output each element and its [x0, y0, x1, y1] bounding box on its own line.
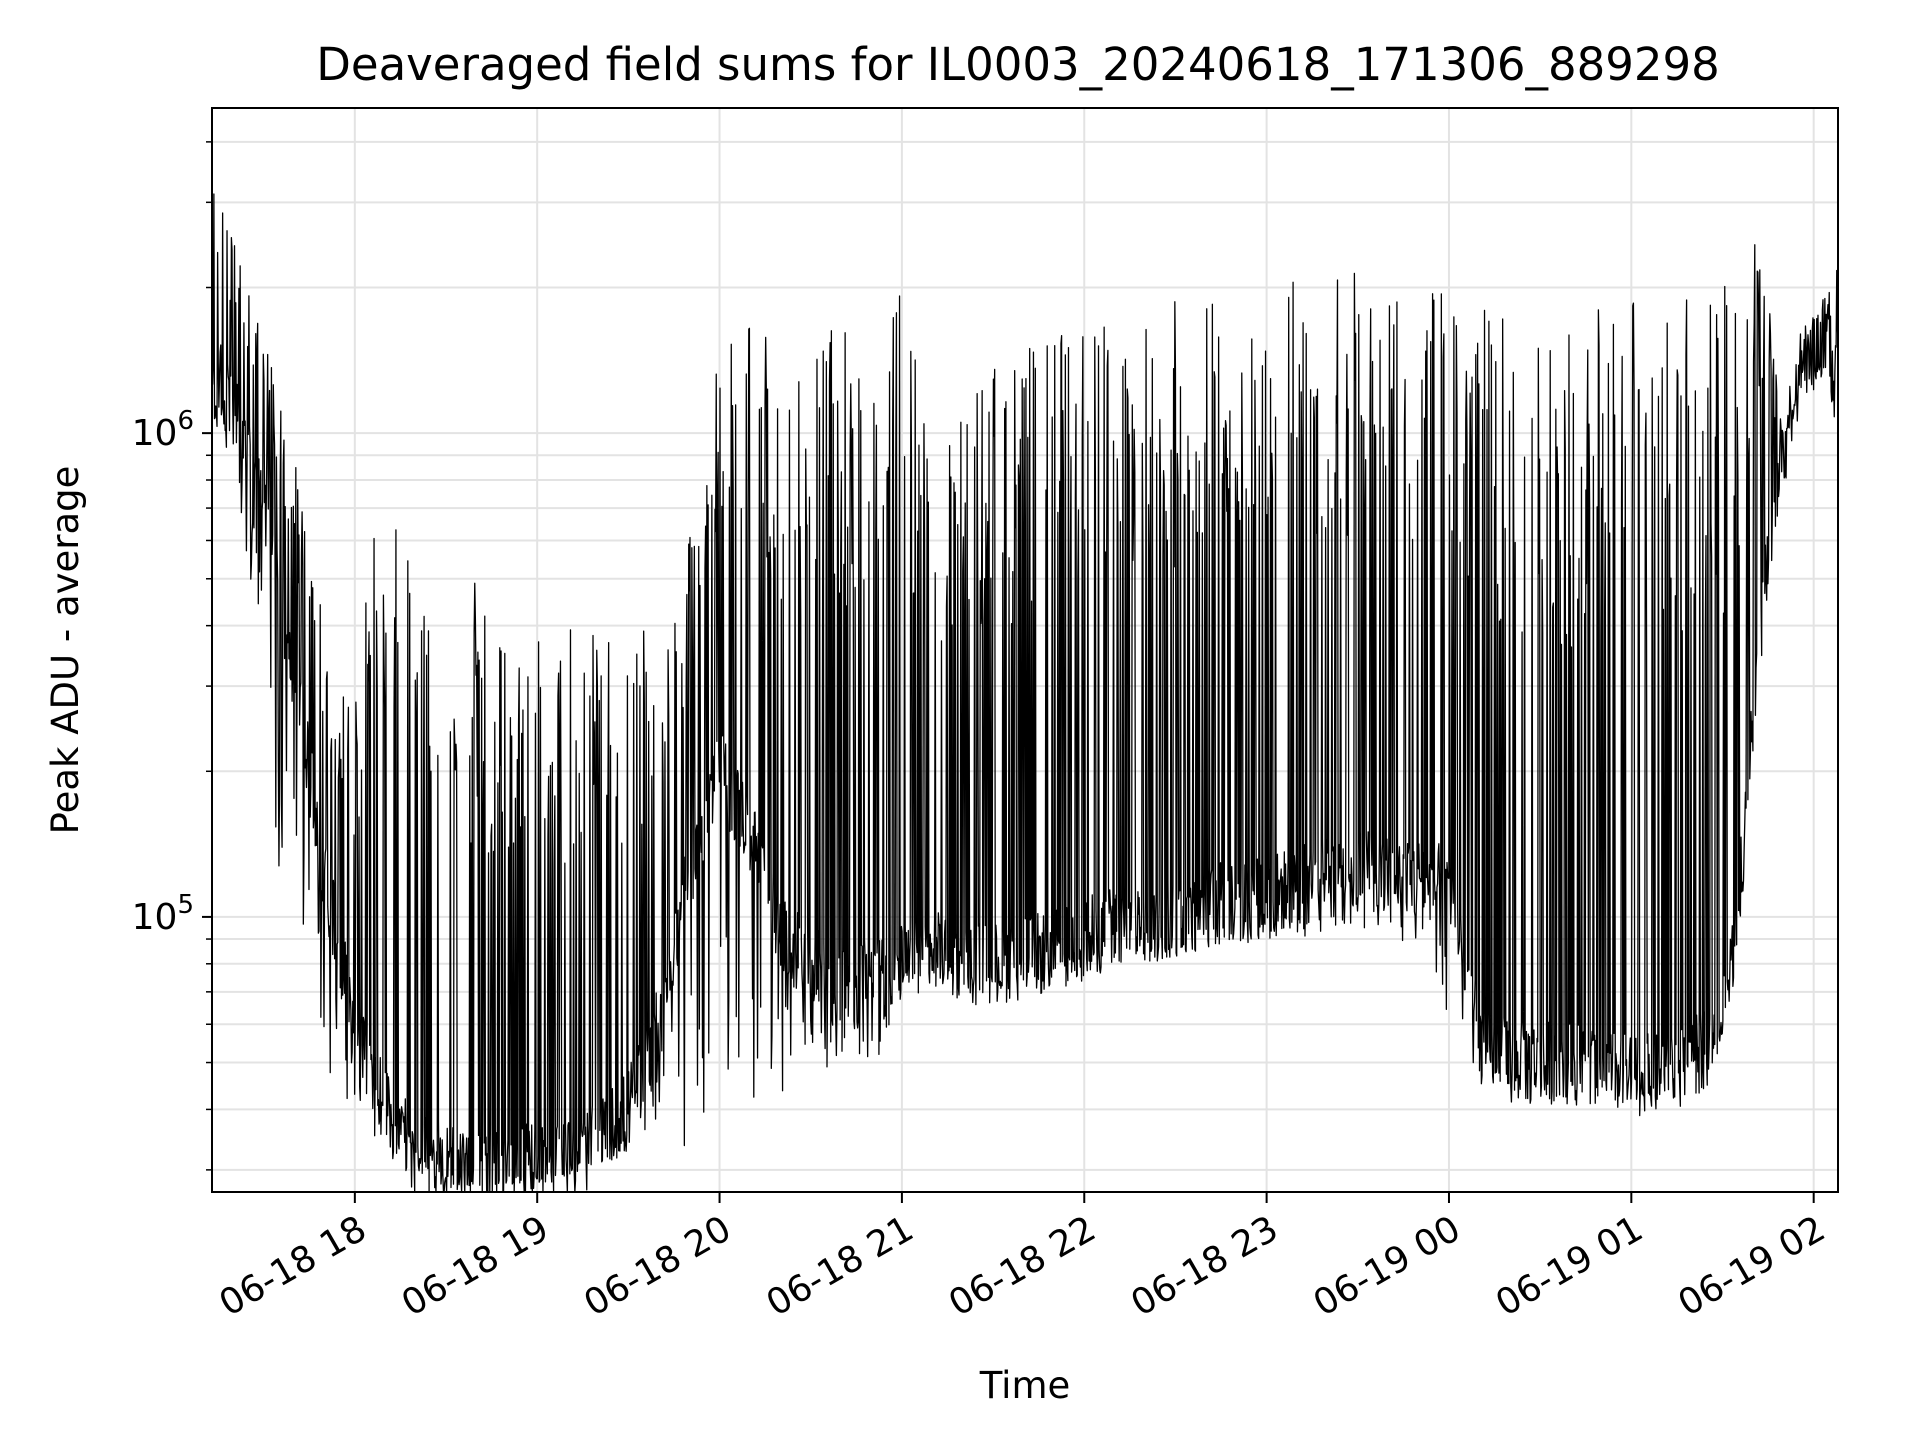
- series-layer: [212, 193, 1838, 1192]
- x-axis-label: Time: [979, 1364, 1071, 1407]
- chart-title: Deaveraged field sums for IL0003_2024061…: [316, 38, 1720, 91]
- series-line: [212, 193, 1838, 1192]
- y-tick-label-base: 10: [132, 413, 178, 454]
- y-tick-label-base: 10: [132, 897, 178, 938]
- y-tick-label-exponent: 5: [177, 890, 194, 920]
- y-tick-label: 106: [132, 406, 194, 454]
- plot-area-frame: [211, 107, 1839, 1193]
- y-axis-label: Peak ADU - average: [44, 466, 87, 835]
- y-tick-label-exponent: 6: [177, 406, 194, 436]
- y-tick-label: 105: [132, 890, 194, 938]
